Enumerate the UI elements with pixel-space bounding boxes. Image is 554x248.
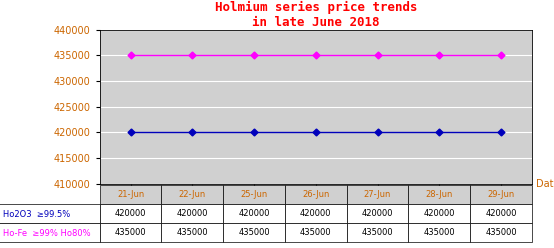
- Text: Date: Date: [536, 179, 554, 189]
- Title: Holmium series price trends
in late June 2018: Holmium series price trends in late June…: [214, 0, 417, 29]
